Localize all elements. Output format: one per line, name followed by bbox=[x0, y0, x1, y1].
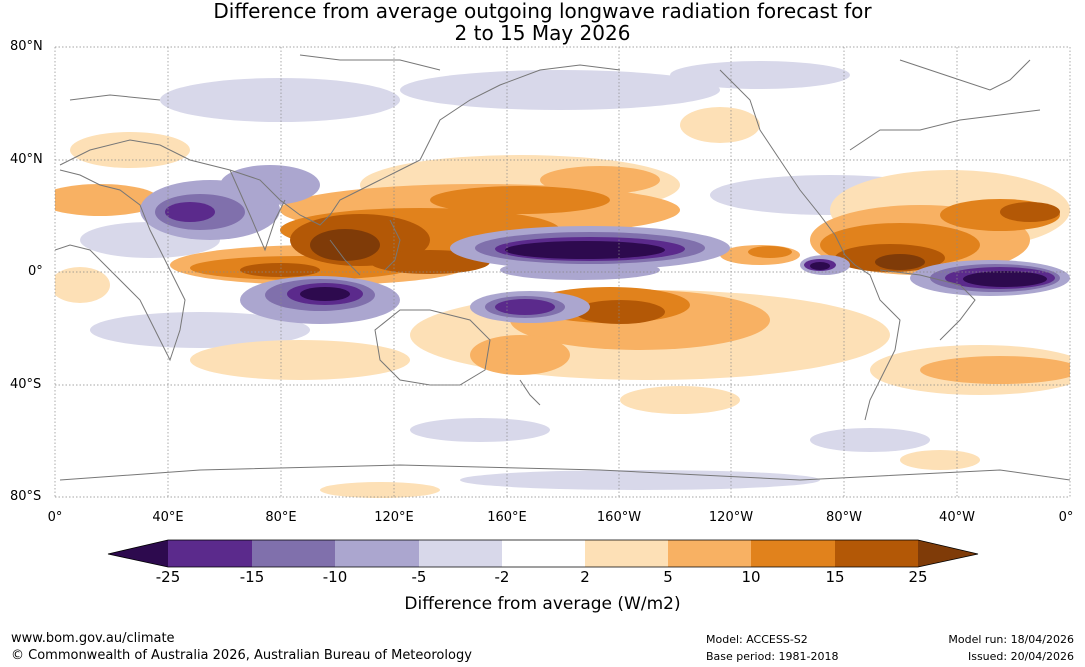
colorbar-tick: -2 bbox=[494, 568, 510, 586]
lon-label: 40°W bbox=[939, 510, 975, 525]
colorbar-tick: 25 bbox=[908, 568, 928, 586]
colorbar-swatch bbox=[502, 540, 585, 567]
colorbar-swatch bbox=[419, 540, 502, 567]
colorbar-arrow-low bbox=[108, 540, 168, 567]
lat-label: 80°N bbox=[10, 39, 43, 54]
colorbar-label: Difference from average (W/m2) bbox=[404, 594, 681, 614]
coastlines bbox=[55, 54, 1070, 481]
footer-base-period: Base period: 1981-2018 bbox=[706, 650, 839, 663]
colorbar-tick: -25 bbox=[155, 568, 181, 586]
colorbar-swatch bbox=[668, 540, 751, 567]
colorbar-swatch bbox=[585, 540, 668, 567]
colorbar-tick: 10 bbox=[741, 568, 761, 586]
lat-label: 0° bbox=[28, 264, 43, 279]
lon-label: 40°E bbox=[152, 510, 184, 525]
lon-label: 120°E bbox=[374, 510, 414, 525]
colorbar-swatch bbox=[335, 540, 419, 567]
lon-label: 80°E bbox=[265, 510, 297, 525]
lon-label: 160°E bbox=[487, 510, 527, 525]
lat-label: 40°N bbox=[10, 152, 43, 167]
colorbar-arrow-high bbox=[918, 540, 978, 567]
colorbar-swatch bbox=[751, 540, 835, 567]
colorbar-tick: 5 bbox=[663, 568, 673, 586]
graticule bbox=[54, 46, 1071, 498]
lon-label: 0° bbox=[47, 510, 63, 525]
colorbar-swatch bbox=[252, 540, 335, 567]
colorbar-tick: -15 bbox=[239, 568, 265, 586]
footer-copyright: © Commonwealth of Australia 2026, Austra… bbox=[11, 648, 472, 663]
lat-label: 40°S bbox=[10, 377, 42, 392]
footer-model: Model: ACCESS-S2 bbox=[706, 633, 808, 646]
lon-label: 0° bbox=[1058, 510, 1074, 525]
colorbar-swatch bbox=[835, 540, 918, 567]
lon-label: 120°W bbox=[708, 510, 754, 525]
lon-label: 160°W bbox=[596, 510, 642, 525]
footer-model-run: Model run: 18/04/2026 bbox=[948, 633, 1074, 646]
map-title-line-2: 2 to 15 May 2026 bbox=[454, 21, 631, 45]
colorbar-tick: 15 bbox=[825, 568, 845, 586]
map-title-line-1: Difference from average outgoing longwav… bbox=[213, 0, 872, 23]
lat-label: 80°S bbox=[10, 489, 42, 504]
lon-label: 80°W bbox=[826, 510, 862, 525]
colorbar-tick: -5 bbox=[411, 568, 427, 586]
footer-url[interactable]: www.bom.gov.au/climate bbox=[11, 631, 175, 646]
colorbar-tick: 2 bbox=[580, 568, 590, 586]
colorbar bbox=[107, 539, 979, 568]
anomaly-field bbox=[55, 47, 1070, 498]
colorbar-swatch bbox=[168, 540, 252, 567]
footer-issued: Issued: 20/04/2026 bbox=[967, 650, 1074, 663]
colorbar-tick: -10 bbox=[322, 568, 348, 586]
